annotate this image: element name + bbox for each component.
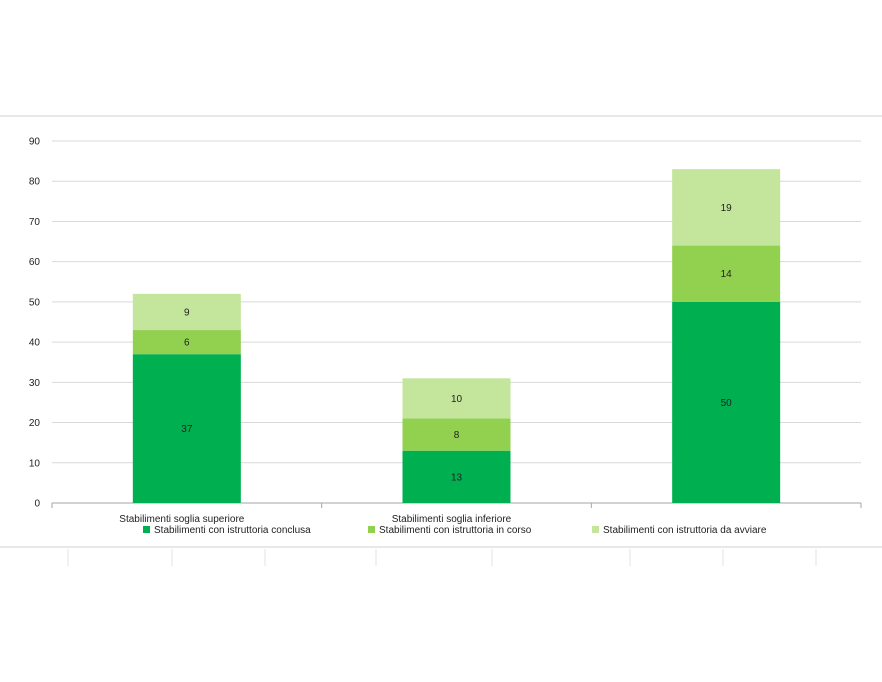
y-tick-label: 0 [34,499,40,510]
y-tick-label: 10 [29,458,41,469]
data-label: 8 [454,430,460,441]
y-tick-label: 30 [29,378,41,389]
legend-label: Stabilimenti con istruttoria da avviare [603,525,767,536]
data-label: 50 [721,398,733,409]
y-tick-label: 20 [29,418,41,429]
bar-segment [402,418,511,451]
bars [132,169,781,503]
legend: Stabilimenti con istruttoria conclusa Sta… [143,525,767,536]
legend-swatch [143,526,150,533]
legend-swatch [368,526,375,533]
bar-segment [402,450,511,503]
data-labels: 37 6 9 13 8 10 50 14 19 [181,203,732,483]
bar-segment [132,293,241,331]
data-label: 10 [451,394,463,405]
bar-segment [672,169,781,246]
y-tick-label: 40 [29,338,41,349]
y-tick-label: 60 [29,257,41,268]
y-tick-label: 80 [29,177,41,188]
category-label: Stabilimenti soglia inferiore [392,514,512,525]
data-label: 14 [721,269,733,280]
bar-segment [672,301,781,503]
bar-segment [672,245,781,302]
data-label: 13 [451,472,463,483]
legend-swatch [592,526,599,533]
legend-label: Stabilimenti con istruttoria in corso [379,525,532,536]
legend-label: Stabilimenti con istruttoria conclusa [154,525,311,536]
chart-frame [0,115,882,566]
data-label: 37 [181,424,193,435]
data-label: 19 [721,203,733,214]
bar-segment [132,354,241,503]
y-tick-label: 70 [29,217,41,228]
y-axis-ticks: 0 10 20 30 40 50 60 70 80 90 [29,137,41,510]
y-tick-label: 50 [29,297,41,308]
y-tick-label: 90 [29,137,41,148]
category-label: Stabilimenti soglia superiore [119,514,245,525]
bar-segment [132,330,241,355]
category-labels: Stabilimenti soglia superiore Stabiliment… [119,514,511,525]
data-label: 6 [184,338,190,349]
data-label: 9 [184,307,190,318]
bar-segment [402,378,511,419]
